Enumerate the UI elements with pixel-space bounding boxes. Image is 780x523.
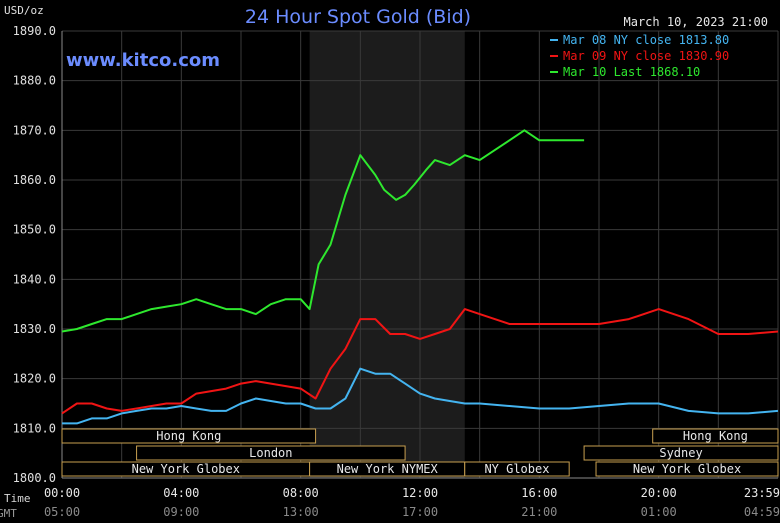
session-label: Hong Kong <box>156 429 221 443</box>
legend-entry: Mar 09 NY close 1830.90 <box>563 49 729 63</box>
y-tick-label: 1880.0 <box>13 74 56 88</box>
y-tick-label: 1870.0 <box>13 123 56 137</box>
x-tick-label-gmt: 13:00 <box>283 505 319 519</box>
market-sessions: Hong Kong Hong Kong London Sydney New York G… <box>61 428 779 477</box>
series-line <box>61 129 585 333</box>
session-label: NY Globex <box>484 462 549 476</box>
x-tick-label-gmt: 09:00 <box>163 505 199 519</box>
session-bar <box>595 461 779 477</box>
y-tick-label: 1840.0 <box>13 272 56 286</box>
series-line <box>61 308 779 415</box>
x-tick-label-gmt: 17:00 <box>402 505 438 519</box>
x-tick-label: 00:00 <box>44 486 80 500</box>
x-axis: 00:00 05:00 04:00 09:00 08:00 13:00 12:00 17:00… <box>44 486 780 519</box>
x-tick-label: 20:00 <box>641 486 677 500</box>
session-label: Sydney <box>659 446 702 460</box>
y-tick-label: 1810.0 <box>13 421 56 435</box>
session-bar <box>136 445 406 461</box>
legend-entry: Mar 10 Last 1868.10 <box>563 65 700 79</box>
y-tick-label: 1890.0 <box>13 24 56 38</box>
nymex-session-shade <box>309 31 465 478</box>
x-tick-label-gmt: 04:59 <box>744 505 780 519</box>
x-tick-label-gmt: 05:00 <box>44 505 80 519</box>
y-tick-label: 1820.0 <box>13 372 56 386</box>
y-axis: 1890.0 1880.0 1870.0 1860.0 1850.0 1840.0 1830… <box>13 24 56 485</box>
time-label: Time <box>4 492 31 505</box>
date-label: March 10, 2023 21:00 <box>624 15 769 29</box>
x-tick-label-gmt: 01:00 <box>641 505 677 519</box>
session-label: New York NYMEX <box>337 462 439 476</box>
session-label: London <box>249 446 292 460</box>
session-label: New York Globex <box>633 462 741 476</box>
session-label: Hong Kong <box>683 429 748 443</box>
y-tick-label: 1850.0 <box>13 223 56 237</box>
x-tick-label: 12:00 <box>402 486 438 500</box>
watermark: www.kitco.com <box>66 50 220 71</box>
session-label: New York Globex <box>132 462 240 476</box>
legend: Mar 08 NY close 1813.80 Mar 09 NY close 1… <box>550 33 729 79</box>
x-tick-label-gmt: 21:00 <box>521 505 557 519</box>
gmt-label: GMT <box>0 507 17 520</box>
series-line <box>62 367 779 425</box>
chart-title: 24 Hour Spot Gold (Bid) <box>245 6 471 28</box>
session-bar <box>61 428 317 444</box>
session-bar <box>652 428 779 444</box>
session-bar <box>583 445 779 461</box>
y-tick-label: 1860.0 <box>13 173 56 187</box>
x-tick-label: 23:59 <box>744 486 780 500</box>
y-tick-label: 1800.0 <box>13 471 56 485</box>
x-tick-label: 16:00 <box>521 486 557 500</box>
y-tick-label: 1830.0 <box>13 322 56 336</box>
price-series <box>61 129 779 425</box>
legend-entry: Mar 08 NY close 1813.80 <box>563 33 729 47</box>
grid-lines <box>61 30 779 479</box>
y-unit-label: USD/oz <box>4 4 44 17</box>
x-tick-label: 08:00 <box>283 486 319 500</box>
session-bar <box>464 461 570 477</box>
x-tick-label: 04:00 <box>163 486 199 500</box>
